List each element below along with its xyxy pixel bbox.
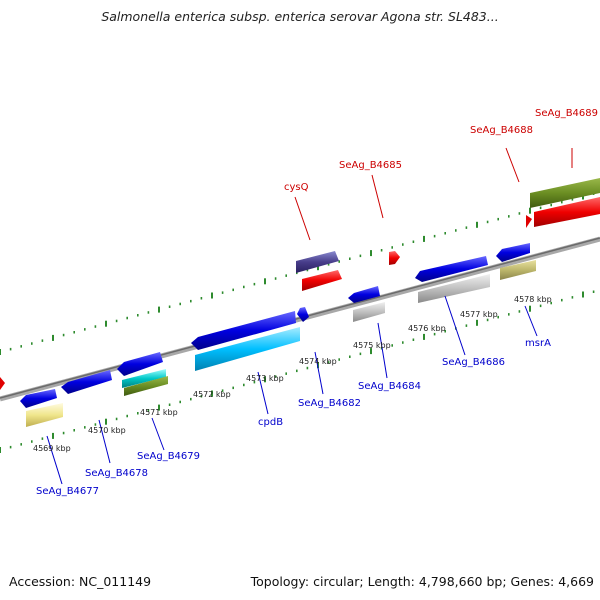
gene-arrow-sea-b4686-blue[interactable] bbox=[415, 256, 488, 282]
gene-arrow-sea-b4688[interactable] bbox=[534, 197, 600, 227]
gene-arrow-sea-b4685[interactable] bbox=[389, 251, 400, 265]
tick-label-4575: 4575 kbp bbox=[353, 341, 391, 350]
tick-label-4577: 4577 kbp bbox=[460, 310, 498, 319]
gene-arrow-cysq-red[interactable] bbox=[302, 270, 342, 291]
gene-arrow-cpdb-blue[interactable] bbox=[191, 311, 296, 350]
gene-arrow-sea-b4679-cyan[interactable] bbox=[122, 369, 166, 388]
tick-tracks bbox=[0, 192, 595, 453]
gene-arrow-sea-b4677-yellow[interactable] bbox=[26, 403, 63, 427]
plus-strand-features bbox=[0, 178, 600, 390]
gene-arrow-cpdb-sky[interactable] bbox=[195, 327, 300, 371]
tick-label-4571: 4571 kbp bbox=[140, 408, 178, 417]
accession-text: Accession: NC_011149 bbox=[9, 574, 152, 589]
gene-arrow-sea-b4682[interactable] bbox=[297, 307, 309, 322]
tick-label-4569: 4569 kbp bbox=[33, 444, 71, 453]
gene-arrow-sea-b4684-blue[interactable] bbox=[348, 286, 380, 303]
genome-backbone bbox=[0, 236, 600, 402]
gene-arrow-left-edge-red[interactable] bbox=[0, 377, 5, 390]
genome-summary-text: Topology: circular; Length: 4,798,660 bp… bbox=[250, 574, 594, 589]
map-title: Salmonella enterica subsp. enterica sero… bbox=[101, 9, 499, 24]
gene-arrow-cysq[interactable] bbox=[296, 251, 339, 273]
minus-strand-features bbox=[20, 243, 536, 427]
gene-label-sea-b4689[interactable]: SeAg_B4689 bbox=[535, 108, 598, 119]
gene-arrow-sea-b4689[interactable] bbox=[530, 178, 600, 208]
gene-arrow-sea-b4684-grey[interactable] bbox=[353, 302, 385, 322]
gene-label-sea-b4688[interactable]: SeAg_B4688 bbox=[470, 125, 533, 136]
gene-arrow-sea-b4686-grey[interactable] bbox=[418, 274, 490, 303]
gene-label-cysq[interactable]: cysQ bbox=[284, 182, 309, 193]
gene-arrow-sea-b4679-blue[interactable] bbox=[117, 352, 163, 376]
tick-label-4574: 4574 kbp bbox=[299, 357, 337, 366]
gene-label-sea-b4684[interactable]: SeAg_B4684 bbox=[358, 381, 421, 392]
gene-arrow-sea-b4679-olive[interactable] bbox=[124, 376, 168, 396]
scale-labels: 4569 kbp 4570 kbp 4571 kbp 4572 kbp 4573… bbox=[33, 295, 552, 453]
gene-labels: SeAg_B4689 SeAg_B4688 SeAg_B4685 cysQ Se… bbox=[36, 108, 598, 497]
gene-arrow-small-red[interactable] bbox=[526, 215, 532, 228]
tick-label-4573: 4573 kbp bbox=[246, 374, 284, 383]
tick-label-4578: 4578 kbp bbox=[514, 295, 552, 304]
gene-label-cpdb[interactable]: cpdB bbox=[258, 417, 283, 428]
gene-arrow-msra-blue[interactable] bbox=[496, 243, 530, 262]
tick-label-4576: 4576 kbp bbox=[408, 324, 446, 333]
gene-label-sea-b4685[interactable]: SeAg_B4685 bbox=[339, 160, 402, 171]
gene-label-msra[interactable]: msrA bbox=[525, 338, 551, 349]
gene-arrow-sea-b4677-blue[interactable] bbox=[20, 389, 57, 408]
tick-label-4572: 4572 kbp bbox=[193, 390, 231, 399]
gene-label-sea-b4682[interactable]: SeAg_B4682 bbox=[298, 398, 361, 409]
gene-label-sea-b4679[interactable]: SeAg_B4679 bbox=[137, 451, 200, 462]
leader-lines bbox=[46, 147, 573, 485]
tick-label-4570: 4570 kbp bbox=[88, 426, 126, 435]
gene-label-sea-b4677[interactable]: SeAg_B4677 bbox=[36, 486, 99, 497]
gene-arrow-msra-khaki[interactable] bbox=[500, 260, 536, 280]
gene-label-sea-b4686[interactable]: SeAg_B4686 bbox=[442, 357, 505, 368]
gene-label-sea-b4678[interactable]: SeAg_B4678 bbox=[85, 468, 148, 479]
gene-arrow-sea-b4678[interactable] bbox=[61, 370, 112, 394]
